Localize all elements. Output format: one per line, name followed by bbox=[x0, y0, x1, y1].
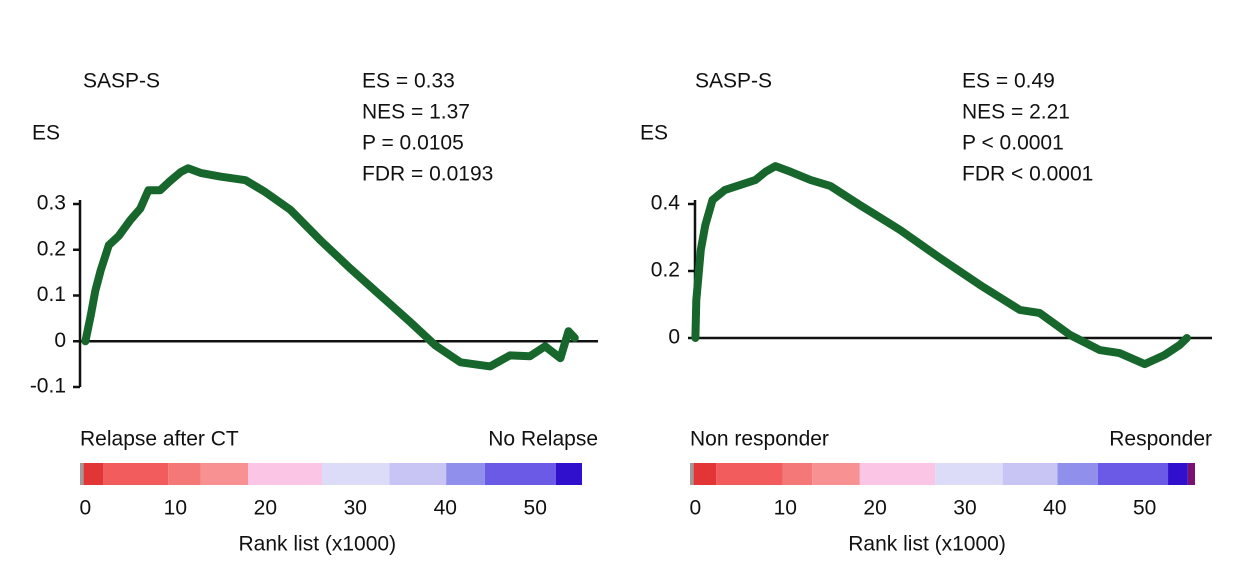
y-tick-label: 0.2 bbox=[651, 259, 680, 282]
x-tick-label: 10 bbox=[164, 497, 187, 520]
x-tick-label: 50 bbox=[524, 497, 547, 520]
enrichment-line bbox=[691, 162, 1191, 369]
stat-annotation: P = 0.0105 bbox=[362, 132, 464, 155]
rank-segment bbox=[322, 463, 390, 485]
phenotype-label: Relapse after CT bbox=[80, 428, 239, 451]
x-tick-label: 0 bbox=[690, 497, 702, 520]
rank-segment bbox=[1187, 463, 1195, 485]
x-tick-label: 40 bbox=[1043, 497, 1066, 520]
rank-segment bbox=[690, 463, 694, 485]
stat-annotation: FDR < 0.0001 bbox=[962, 163, 1093, 186]
y-tick-label: 0.3 bbox=[37, 192, 66, 215]
rank-segment bbox=[389, 463, 447, 485]
rank-segment bbox=[248, 463, 323, 485]
panel-title: SASP-S bbox=[83, 70, 160, 93]
rank-segment bbox=[935, 463, 1003, 485]
y-tick-label: 0.1 bbox=[37, 283, 66, 306]
rank-segment bbox=[200, 463, 249, 485]
x-tick-label: 20 bbox=[863, 497, 886, 520]
rank-segment bbox=[1097, 463, 1169, 485]
stat-annotation: P < 0.0001 bbox=[962, 132, 1064, 155]
x-tick-label: 30 bbox=[344, 497, 367, 520]
rank-segment bbox=[446, 463, 485, 485]
rank-segment bbox=[1002, 463, 1058, 485]
y-tick-label: 0.2 bbox=[37, 237, 66, 260]
rank-segment bbox=[555, 463, 582, 485]
rank-segment bbox=[1057, 463, 1098, 485]
rank-segment bbox=[716, 463, 783, 485]
rank-segment bbox=[1168, 463, 1188, 485]
rank-segment bbox=[168, 463, 201, 485]
rank-segment bbox=[859, 463, 936, 485]
x-tick-label: 20 bbox=[254, 497, 277, 520]
y-tick-label: 0 bbox=[668, 326, 680, 349]
phenotype-label: Responder bbox=[1109, 428, 1212, 451]
rank-segment bbox=[103, 463, 169, 485]
x-axis-label: Rank list (x1000) bbox=[848, 533, 1006, 556]
rank-segment bbox=[80, 463, 84, 485]
enrichment-line bbox=[81, 164, 579, 371]
y-tick-label: 0.4 bbox=[651, 192, 681, 215]
y-tick-label: -0.1 bbox=[30, 375, 66, 398]
rank-segment bbox=[782, 463, 813, 485]
y-axis-label: ES bbox=[32, 122, 60, 145]
phenotype-label: Non responder bbox=[690, 428, 829, 451]
rank-segment bbox=[484, 463, 556, 485]
stat-annotation: ES = 0.49 bbox=[962, 70, 1055, 93]
x-axis-label: Rank list (x1000) bbox=[239, 533, 397, 556]
rank-segment bbox=[693, 463, 717, 485]
x-tick-label: 0 bbox=[80, 497, 92, 520]
y-axis-label: ES bbox=[640, 122, 668, 145]
stat-annotation: FDR = 0.0193 bbox=[362, 163, 493, 186]
x-tick-label: 50 bbox=[1133, 497, 1156, 520]
y-tick-label: 0 bbox=[54, 329, 66, 352]
rank-segment bbox=[83, 463, 104, 485]
stat-annotation: NES = 1.37 bbox=[362, 101, 470, 124]
rank-segment bbox=[812, 463, 860, 485]
x-tick-label: 10 bbox=[774, 497, 797, 520]
stat-annotation: NES = 2.21 bbox=[962, 101, 1070, 124]
panel-title: SASP-S bbox=[695, 70, 772, 93]
phenotype-label: No Relapse bbox=[488, 428, 598, 451]
x-tick-label: 40 bbox=[434, 497, 457, 520]
stat-annotation: ES = 0.33 bbox=[362, 70, 455, 93]
x-tick-label: 30 bbox=[953, 497, 976, 520]
